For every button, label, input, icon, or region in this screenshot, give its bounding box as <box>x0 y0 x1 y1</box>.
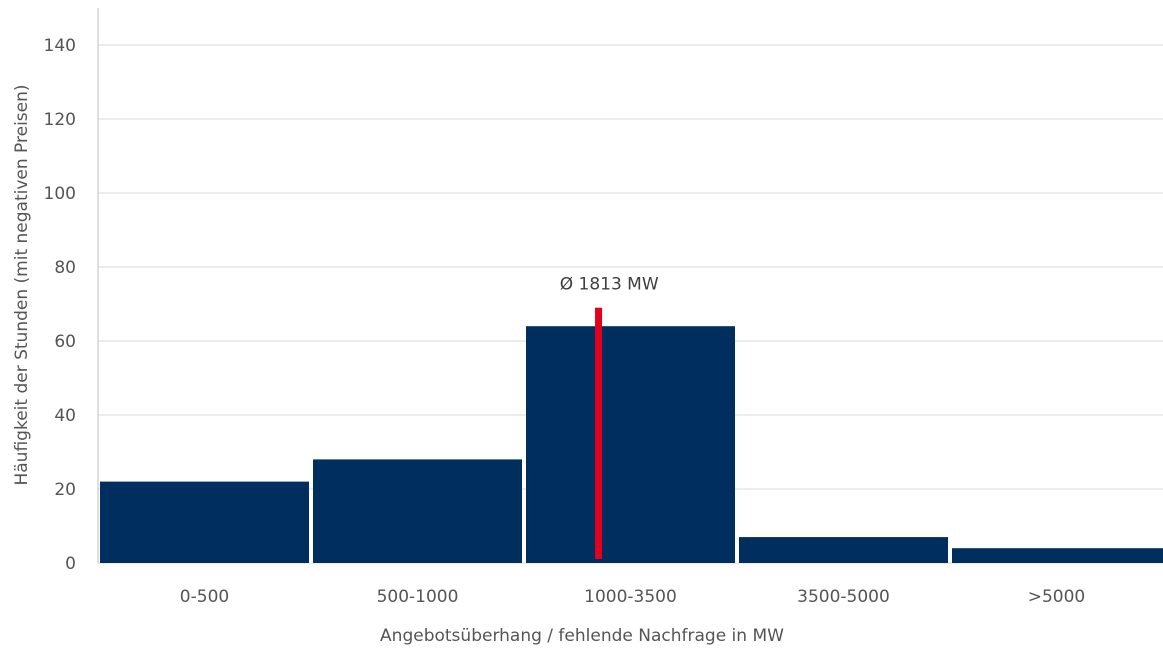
x-tick-label: 0-500 <box>180 587 229 607</box>
x-tick-label: 1000-3500 <box>584 587 677 607</box>
x-tick-label: 500-1000 <box>377 587 459 607</box>
bar-1000-3500 <box>526 326 735 563</box>
bar->5000 <box>952 548 1163 563</box>
y-tick-label: 20 <box>54 480 76 500</box>
y-tick-label: 140 <box>44 36 76 56</box>
y-tick-label: 40 <box>54 406 76 426</box>
y-axis-title: Häufigkeit der Stunden (mit negativen Pr… <box>12 84 32 485</box>
x-tick-labels: 0-500 500-1000 1000-3500 3500-5000 >5000 <box>180 587 1085 607</box>
x-tick-label: >5000 <box>1028 587 1086 607</box>
y-tick-label: 0 <box>65 554 76 574</box>
y-tick-label: 80 <box>54 258 76 278</box>
bar-0-500 <box>100 481 309 563</box>
bar-500-1000 <box>313 459 522 563</box>
y-tick-label: 100 <box>44 184 76 204</box>
average-marker <box>595 307 603 559</box>
y-tick-label: 120 <box>44 110 76 130</box>
average-marker-label: Ø 1813 MW <box>560 275 659 295</box>
average-marker-line <box>595 307 603 559</box>
y-tick-labels: 0 20 40 60 80 100 120 140 <box>44 36 76 574</box>
bar-3500-5000 <box>739 537 948 563</box>
x-tick-label: 3500-5000 <box>797 587 890 607</box>
x-axis-title: Angebotsüberhang / fehlende Nachfrage in… <box>380 626 784 646</box>
bars <box>100 326 1163 563</box>
y-tick-label: 60 <box>54 332 76 352</box>
